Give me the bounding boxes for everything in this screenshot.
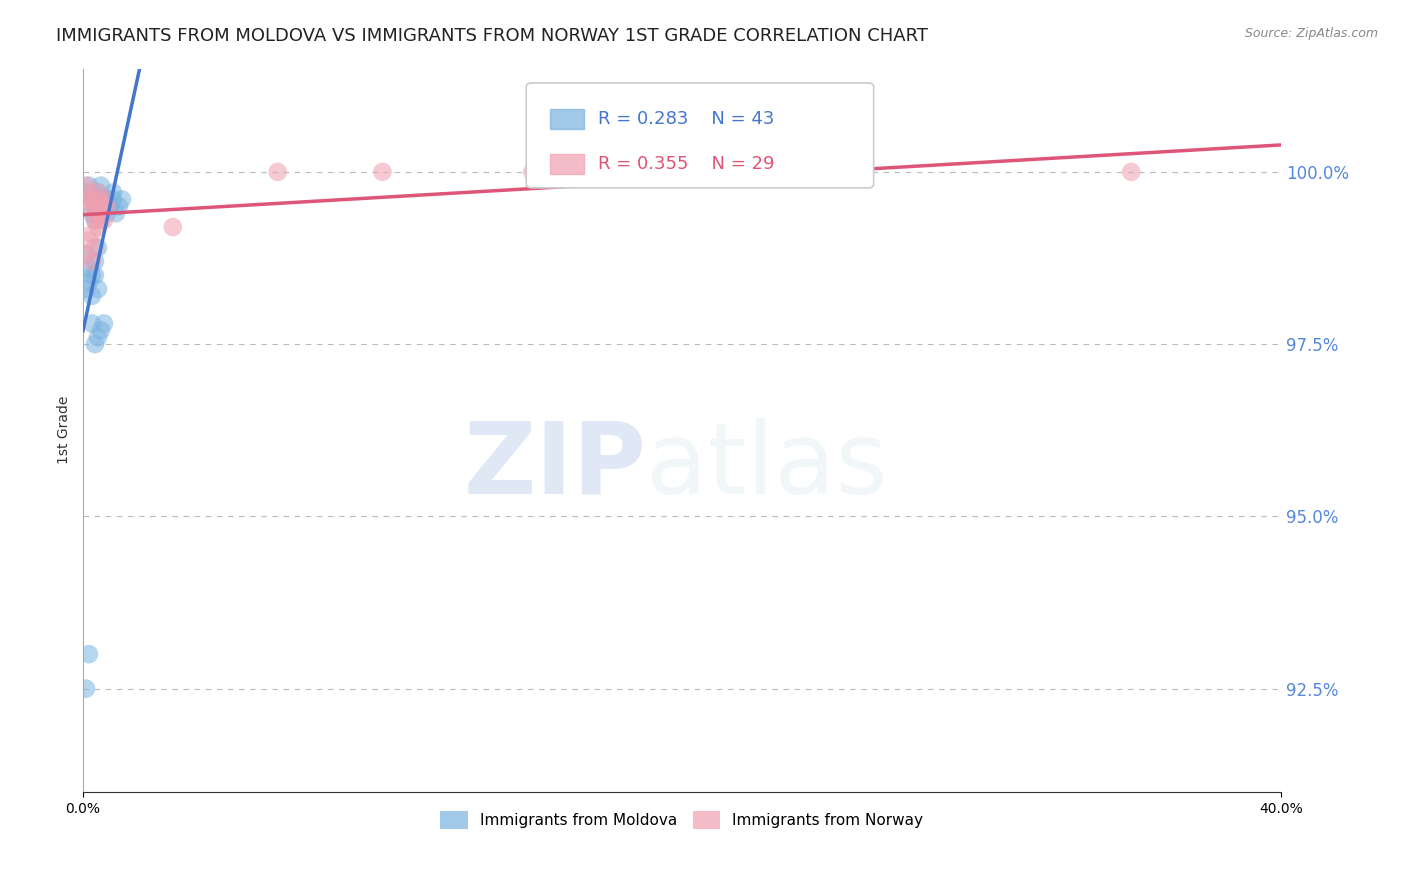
Point [84,213,107,227]
Bar [550,154,583,174]
Point [111,193,134,207]
Point [80,193,103,207]
Point [266,165,288,179]
Point [93,317,115,331]
Point [162,219,184,234]
Point [87,193,110,207]
Point [87,186,110,200]
Point [104,206,127,220]
Point [80,193,103,207]
Point [80,289,103,303]
Point [84,213,107,227]
Text: IMMIGRANTS FROM MOLDOVA VS IMMIGRANTS FROM NORWAY 1ST GRADE CORRELATION CHART: IMMIGRANTS FROM MOLDOVA VS IMMIGRANTS FR… [56,27,928,45]
Point [101,186,124,200]
Point [90,178,112,193]
Point [93,199,115,213]
Point [87,193,110,207]
FancyBboxPatch shape [526,83,873,188]
Point [80,268,103,283]
Point [80,206,103,220]
Point [75,178,97,193]
Point [108,199,131,213]
Point [75,247,97,261]
Point [87,219,110,234]
Point [84,199,107,213]
Text: atlas: atlas [645,418,887,515]
Point [101,193,124,207]
Point [87,330,110,344]
Point [77,234,100,248]
Text: R = 0.283    N = 43: R = 0.283 N = 43 [598,110,775,128]
Point [84,268,107,283]
Point [90,206,112,220]
Point [96,199,118,213]
Point [77,193,100,207]
Point [87,282,110,296]
Text: ZIP: ZIP [463,418,645,515]
Point [90,206,112,220]
Point [84,337,107,351]
Point [1121,165,1143,179]
Point [84,254,107,268]
Point [93,193,115,207]
Point [98,199,121,213]
Point [87,186,110,200]
Point [87,241,110,255]
Point [77,647,100,661]
Point [96,199,118,213]
Bar [550,109,583,129]
Point [77,178,100,193]
Point [84,206,107,220]
Point [93,193,115,207]
Point [93,193,115,207]
Point [522,165,544,179]
Point [80,254,103,268]
Point [371,165,394,179]
Point [96,193,118,207]
Point [80,227,103,241]
Point [77,261,100,276]
Point [75,247,97,261]
Point [96,206,118,220]
Text: R = 0.355    N = 29: R = 0.355 N = 29 [598,155,775,173]
Point [80,199,103,213]
Point [84,199,107,213]
Point [75,282,97,296]
Point [77,275,100,289]
Legend: Immigrants from Moldova, Immigrants from Norway: Immigrants from Moldova, Immigrants from… [434,805,929,835]
Point [93,199,115,213]
Point [90,323,112,337]
Point [84,241,107,255]
Point [90,213,112,227]
Point [98,199,121,213]
Point [93,213,115,227]
Y-axis label: 1st Grade: 1st Grade [58,396,72,465]
Text: Source: ZipAtlas.com: Source: ZipAtlas.com [1244,27,1378,40]
Point [87,206,110,220]
Point [90,199,112,213]
Point [90,206,112,220]
Point [77,186,100,200]
Point [84,199,107,213]
Point [80,317,103,331]
Point [75,186,97,200]
Point [75,681,97,696]
Point [821,165,844,179]
